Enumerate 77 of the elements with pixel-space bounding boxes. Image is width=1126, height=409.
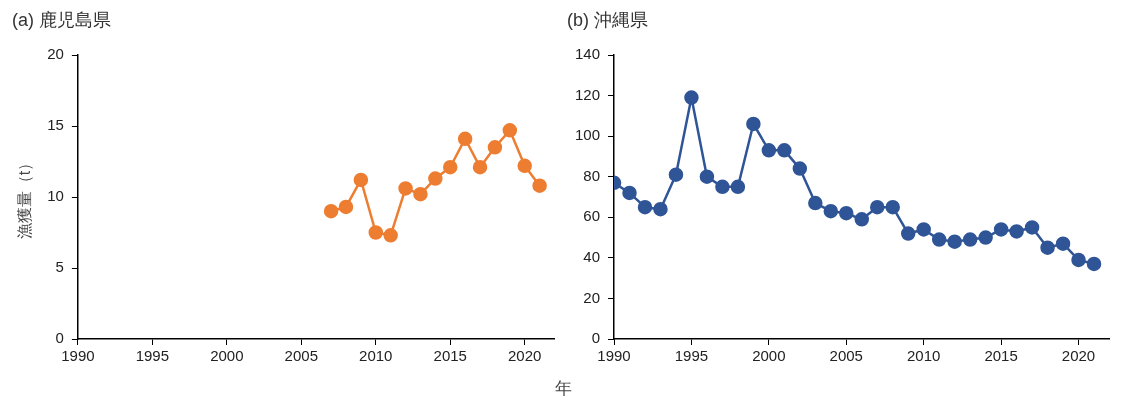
point (353, 172, 369, 188)
y-tick-label: 20 (583, 288, 601, 306)
point (978, 230, 993, 245)
point (383, 228, 398, 243)
point (808, 195, 823, 211)
point (993, 222, 1009, 237)
point (947, 234, 962, 249)
x-axis-title: 年 (553, 378, 573, 400)
point (622, 185, 637, 201)
point (699, 169, 715, 184)
x-tick-label: 2000 (752, 347, 786, 365)
point (870, 199, 885, 215)
point (684, 90, 699, 105)
x-tick-label: 2020 (508, 347, 542, 365)
point (368, 225, 384, 240)
point (398, 181, 413, 196)
x-tick-label: 1990 (61, 347, 95, 365)
point (323, 203, 339, 219)
point (730, 179, 746, 195)
x-tick-label: 2020 (1061, 347, 1096, 365)
point (637, 199, 653, 215)
y-tick-label: 0 (55, 329, 64, 347)
y-tick-label: 80 (583, 166, 601, 184)
point (885, 199, 900, 215)
y-axis-title: 漁獲量（t） (16, 154, 34, 240)
y-tick-label: 120 (575, 85, 601, 103)
point (777, 143, 792, 158)
point (1071, 252, 1086, 268)
point (442, 159, 458, 175)
y-tick-label: 15 (47, 116, 64, 134)
point (839, 205, 854, 221)
y-tick-label: 40 (583, 248, 601, 265)
y-tick-label: 0 (591, 329, 601, 347)
point (457, 131, 473, 147)
point (916, 222, 931, 237)
x-tick-label: 2005 (284, 347, 318, 365)
x-tick-label: 1990 (597, 347, 631, 365)
point (472, 159, 488, 175)
point (1024, 220, 1040, 235)
point (487, 140, 503, 155)
point (931, 232, 947, 247)
y-tick-label: 100 (575, 126, 601, 144)
point (823, 203, 839, 219)
point (668, 167, 684, 182)
point (502, 123, 518, 138)
chart-title: (b) 沖縄県 (566, 9, 649, 32)
point (428, 171, 443, 186)
point (653, 201, 668, 217)
x-tick-label: 2005 (829, 347, 863, 365)
point (532, 178, 547, 193)
point (962, 232, 978, 247)
point (761, 143, 777, 158)
point (1086, 256, 1102, 272)
point (854, 212, 870, 227)
point (338, 199, 354, 215)
point (900, 226, 916, 241)
point (1055, 236, 1071, 251)
point (792, 161, 808, 176)
x-tick-label: 2010 (907, 347, 941, 365)
x-tick-label: 1995 (674, 347, 709, 365)
x-tick-label: 2000 (210, 347, 244, 365)
chart-title: (a) 鹿児島県 (11, 9, 112, 32)
point (517, 158, 532, 174)
y-tick-label: 140 (575, 45, 601, 63)
point (746, 116, 761, 132)
x-tick-label: 2010 (359, 347, 393, 365)
x-tick-label: 2015 (984, 347, 1018, 365)
point (413, 186, 428, 202)
point (715, 179, 730, 195)
x-tick-label: 1995 (135, 347, 170, 365)
y-tick-label: 60 (583, 207, 601, 225)
y-tick-label: 5 (55, 258, 64, 276)
y-tick-label: 20 (47, 45, 64, 63)
point (1040, 240, 1055, 255)
y-tick-label: 10 (47, 187, 64, 205)
point (1009, 224, 1024, 239)
x-tick-label: 2015 (433, 347, 467, 365)
